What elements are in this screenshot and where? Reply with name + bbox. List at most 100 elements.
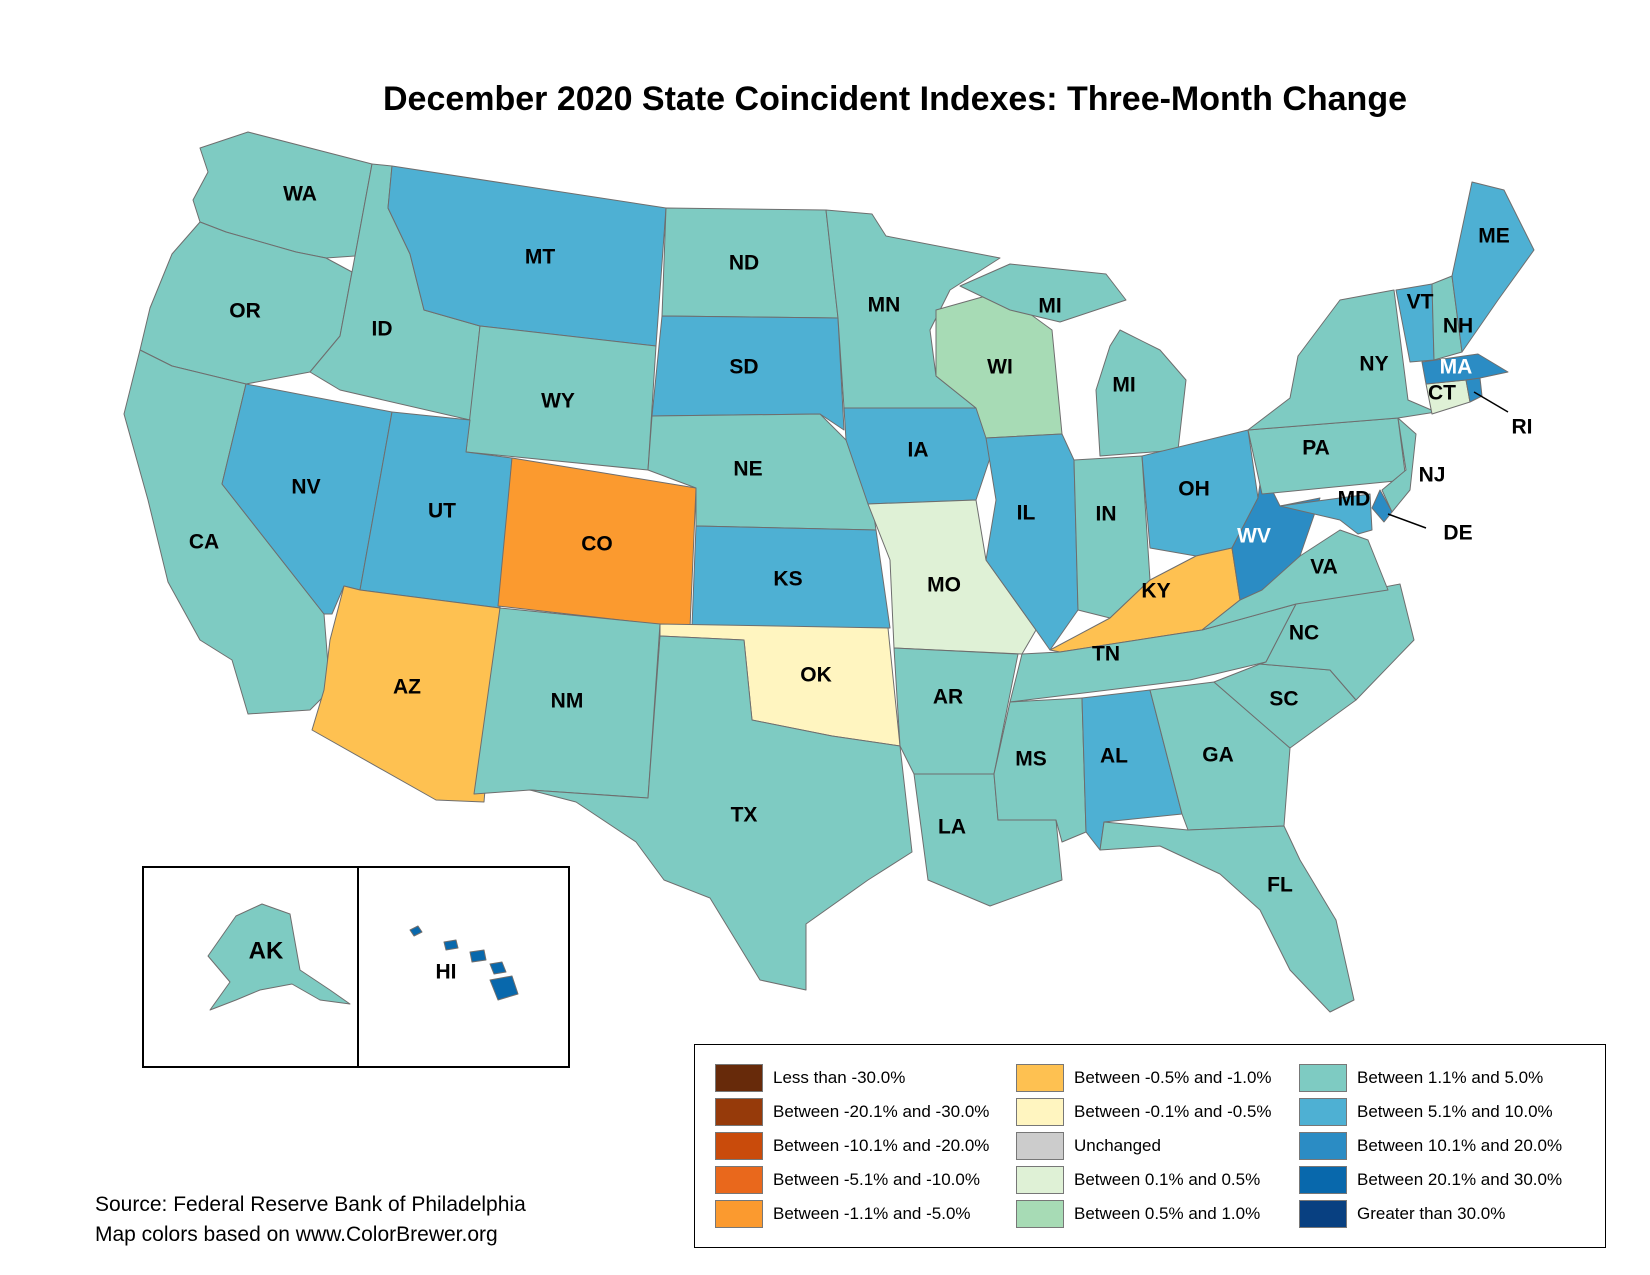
state-fl [1099, 821, 1355, 1013]
legend-label: Between 10.1% and 20.0% [1357, 1136, 1563, 1155]
legend-swatch [715, 1166, 763, 1194]
ak-hi-inset-frame [142, 866, 570, 1068]
label-ia: IA [908, 439, 929, 462]
legend-swatch [1299, 1132, 1347, 1160]
label-or: OR [229, 300, 261, 323]
leader-lines [1387, 391, 1509, 529]
source-note: Source: Federal Reserve Bank of Philadel… [95, 1190, 526, 1250]
legend-label: Unchanged [1074, 1136, 1161, 1155]
label-fl: FL [1267, 874, 1293, 897]
legend-swatch [1299, 1098, 1347, 1126]
label-mo: MO [927, 574, 961, 597]
legend-label: Between -5.1% and -10.0% [773, 1170, 980, 1189]
label-wv: WV [1237, 525, 1271, 548]
label-il: IL [1017, 502, 1036, 525]
state-labels: WA OR CA ID NV MT WY UT AZ CO NM ND SD N… [189, 183, 1533, 984]
label-nj: NJ [1419, 464, 1446, 487]
label-ut: UT [428, 500, 456, 523]
legend-item-pos1_5: Between 1.1% and 5.0% [1299, 1061, 1562, 1095]
legend-item-neg05_1: Between -0.5% and -1.0% [1016, 1061, 1272, 1095]
state-ak [207, 903, 351, 1011]
state-md [1279, 493, 1373, 535]
legend-column-2: Between -0.5% and -1.0% Between -0.1% and… [1016, 1061, 1272, 1231]
legend-item-pos10_20: Between 10.1% and 20.0% [1299, 1129, 1562, 1163]
legend-label: Between 0.5% and 1.0% [1074, 1204, 1261, 1223]
colorbrewer-line: Map colors based on www.ColorBrewer.org [95, 1223, 498, 1246]
label-id: ID [372, 318, 393, 341]
legend-swatch [1016, 1166, 1064, 1194]
legend: Less than -30.0% Between -20.1% and -30.0… [694, 1044, 1606, 1248]
legend-item-gt30: Greater than 30.0% [1299, 1197, 1562, 1231]
source-line: Source: Federal Reserve Bank of Philadel… [95, 1193, 526, 1216]
legend-column-1: Less than -30.0% Between -20.1% and -30.0… [715, 1061, 989, 1231]
state-ks [691, 525, 891, 629]
map-title: December 2020 State Coincident Indexes: … [382, 80, 1408, 118]
label-ms: MS [1015, 748, 1047, 771]
legend-label: Between -0.1% and -0.5% [1074, 1102, 1272, 1121]
legend-column-3: Between 1.1% and 5.0% Between 5.1% and 10… [1299, 1061, 1562, 1231]
label-nh: NH [1443, 315, 1473, 338]
label-ks: KS [773, 568, 802, 591]
label-az: AZ [393, 676, 421, 699]
state-ma [1421, 353, 1509, 385]
label-hi: HI [436, 961, 457, 984]
inset-divider [357, 868, 359, 1066]
label-wi: WI [987, 356, 1013, 379]
label-mi-lower: MI [1112, 374, 1135, 397]
legend-item-unchanged: Unchanged [1016, 1129, 1272, 1163]
label-in: IN [1096, 503, 1117, 526]
label-mn: MN [868, 294, 901, 317]
label-ne: NE [733, 458, 762, 481]
state-mt [387, 165, 667, 347]
legend-item-pos05_1: Between 0.5% and 1.0% [1016, 1197, 1272, 1231]
state-sd [651, 315, 845, 431]
legend-swatch [1016, 1064, 1064, 1092]
state-de [1371, 489, 1393, 523]
label-tn: TN [1092, 643, 1120, 666]
label-ct: CT [1428, 382, 1456, 405]
state-tx [529, 635, 913, 991]
label-nd: ND [729, 252, 759, 275]
label-al: AL [1100, 745, 1128, 768]
ri-leader [1473, 391, 1509, 413]
legend-label: Less than -30.0% [773, 1068, 906, 1087]
state-mo [867, 499, 1037, 655]
legend-swatch [715, 1064, 763, 1092]
label-vt: VT [1407, 291, 1434, 314]
label-ga: GA [1202, 744, 1234, 767]
legend-item-pos5_10: Between 5.1% and 10.0% [1299, 1095, 1562, 1129]
de-leader [1387, 513, 1427, 529]
label-ok: OK [800, 664, 832, 687]
state-or [139, 221, 353, 385]
legend-swatch [715, 1132, 763, 1160]
label-mt: MT [525, 246, 555, 269]
label-ma: MA [1440, 356, 1473, 379]
legend-item-neg20_30: Between -20.1% and -30.0% [715, 1095, 989, 1129]
label-tx: TX [731, 804, 758, 827]
legend-swatch [1299, 1064, 1347, 1092]
legend-swatch [1299, 1166, 1347, 1194]
legend-item-neg10_20: Between -10.1% and -20.0% [715, 1129, 989, 1163]
label-ny: NY [1359, 353, 1388, 376]
label-nc: NC [1289, 622, 1319, 645]
label-nv: NV [291, 476, 320, 499]
state-wv [1231, 469, 1321, 601]
state-hi [409, 925, 519, 1001]
legend-swatch [715, 1200, 763, 1228]
label-oh: OH [1178, 478, 1210, 501]
label-pa: PA [1302, 437, 1330, 460]
legend-label: Between 20.1% and 30.0% [1357, 1170, 1563, 1189]
legend-item-neg5_10: Between -5.1% and -10.0% [715, 1163, 989, 1197]
legend-label: Between -10.1% and -20.0% [773, 1136, 990, 1155]
legend-swatch [715, 1098, 763, 1126]
states-layer [123, 131, 1535, 1013]
legend-label: Between -1.1% and -5.0% [773, 1204, 971, 1223]
label-wy: WY [541, 390, 575, 413]
state-me [1451, 181, 1535, 353]
state-mi [959, 263, 1187, 457]
legend-swatch [1016, 1132, 1064, 1160]
legend-swatch [1016, 1098, 1064, 1126]
label-ar: AR [933, 686, 963, 709]
label-mi-upper: MI [1038, 295, 1061, 318]
